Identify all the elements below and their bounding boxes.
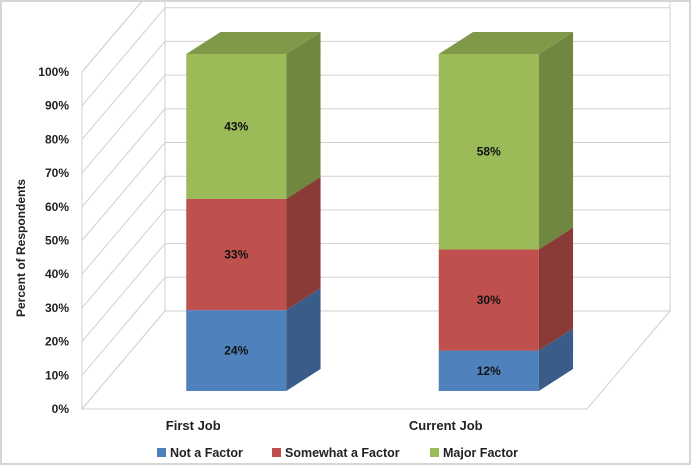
x-axis-categories: First Job Current Job xyxy=(166,418,483,433)
y-tick-label: 60% xyxy=(45,200,69,214)
bar-segment: 30% xyxy=(438,227,574,351)
x-category-label: First Job xyxy=(166,418,221,433)
data-label: 30% xyxy=(477,293,501,307)
bar-segment-side xyxy=(286,288,321,391)
bar-segment: 33% xyxy=(186,176,321,311)
y-axis-ticks: 0% 10% 20% 30% 40% 50% 60% 70% 80% 90% 100% xyxy=(38,65,69,416)
data-label: 58% xyxy=(477,145,501,159)
legend-swatch xyxy=(157,448,166,457)
y-tick-label: 90% xyxy=(45,99,69,113)
bar-segment-side xyxy=(538,227,574,351)
bar-segment: 58% xyxy=(438,32,574,250)
legend-label: Somewhat a Factor xyxy=(285,446,400,460)
legend-label: Major Factor xyxy=(443,446,518,460)
data-label: 33% xyxy=(224,248,248,262)
legend-swatch xyxy=(430,448,439,457)
bar-segment: 24% xyxy=(186,288,321,391)
data-label: 43% xyxy=(224,119,248,133)
y-tick-label: 40% xyxy=(45,267,69,281)
legend-item: Somewhat a Factor xyxy=(272,446,400,460)
y-tick-label: 30% xyxy=(45,301,69,315)
bar-top xyxy=(186,32,321,54)
data-label: 12% xyxy=(477,364,501,378)
bar-segment: 12% xyxy=(438,328,574,391)
bar-segment-side xyxy=(286,176,321,311)
x-category-label: Current Job xyxy=(409,418,483,433)
floor xyxy=(80,310,672,410)
bar-segment-side xyxy=(538,32,574,250)
y-tick-label: 50% xyxy=(45,234,69,248)
bar-segment-front xyxy=(186,310,287,391)
bar-top xyxy=(438,32,574,54)
bar-segment: 43% xyxy=(186,32,321,199)
bar-segment-front xyxy=(438,350,539,391)
gridline xyxy=(81,7,670,107)
y-tick-label: 100% xyxy=(38,65,69,79)
legend-label: Not a Factor xyxy=(170,446,243,460)
bar-segment-side xyxy=(286,32,321,199)
legend-swatch xyxy=(272,448,281,457)
y-tick-label: 20% xyxy=(45,335,69,349)
bar-segment-front xyxy=(186,198,287,311)
legend-item: Major Factor xyxy=(430,446,518,460)
bar-segment-side xyxy=(538,328,574,391)
y-tick-label: 80% xyxy=(45,132,69,146)
chart-walls xyxy=(80,2,672,411)
legend-item: Not a Factor xyxy=(157,446,243,460)
y-tick-label: 70% xyxy=(45,166,69,180)
y-axis-label: Percent of Respondents xyxy=(14,179,28,317)
legend: Not a Factor Somewhat a Factor Major Facto… xyxy=(157,446,518,460)
gridline xyxy=(81,2,142,73)
bars: 24% 33% 43% 12% 30% 58% xyxy=(186,32,574,391)
data-label: 24% xyxy=(224,344,248,358)
y-tick-label: 0% xyxy=(52,402,70,416)
bar-segment-front xyxy=(186,54,287,199)
bar-segment-front xyxy=(438,54,539,250)
bar-segment-front xyxy=(438,249,539,351)
y-tick-label: 10% xyxy=(45,368,69,382)
